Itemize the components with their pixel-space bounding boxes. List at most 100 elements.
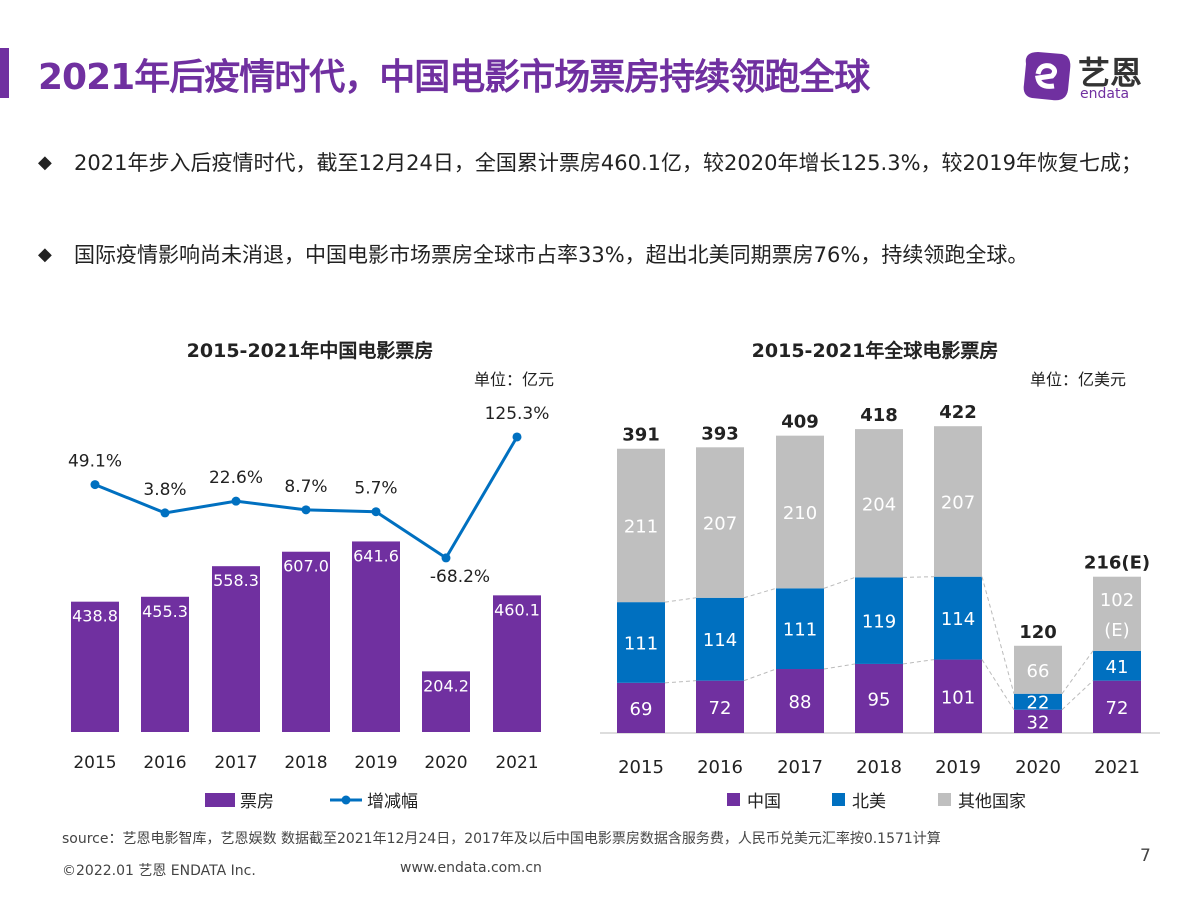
growth-label: 22.6% [209, 468, 263, 488]
logo-text: 艺恩 [1078, 54, 1143, 92]
segment-value-label: 111 [624, 633, 658, 654]
total-value-label: 391 [622, 425, 660, 446]
total-value-label: 418 [860, 405, 898, 426]
page-title: 2021年后疫情时代，中国电影市场票房持续领跑全球 [38, 57, 870, 98]
x-tick-label: 2020 [424, 753, 467, 773]
x-tick-label: 2021 [495, 753, 538, 773]
growth-point [301, 505, 311, 515]
total-value-label: 120 [1019, 622, 1057, 643]
x-tick-label: 2018 [284, 753, 327, 773]
bar-segment-other [855, 429, 903, 578]
bar-box-office [71, 601, 119, 732]
series-connector-line [823, 663, 856, 670]
bar-value-label: 641.6 [353, 546, 399, 565]
legend-label: 票房 [240, 792, 274, 812]
segment-value-label: 101 [941, 687, 975, 708]
series-connector-line [1061, 680, 1094, 711]
bar-segment-china [1014, 709, 1062, 733]
segment-value-label: 22 [1027, 693, 1050, 714]
bar-segment-other [617, 448, 665, 603]
bar-segment-china [855, 663, 903, 733]
segment-value-label: 88 [789, 692, 812, 713]
bar-value-label: 438.8 [72, 607, 118, 626]
x-tick-label: 2020 [1015, 757, 1061, 778]
x-tick-label: 2017 [214, 753, 257, 773]
bar-segment-other [1014, 645, 1062, 694]
series-connector-line [823, 576, 856, 589]
total-value-label: 422 [939, 402, 977, 423]
growth-label: 3.8% [143, 480, 186, 500]
legend-swatch [832, 793, 845, 806]
bar-segment-north-america [1093, 650, 1141, 681]
page-number: 7 [1140, 846, 1151, 866]
series-connector-line [981, 659, 1015, 711]
bar-segment-china [617, 682, 665, 733]
unit-label-global: 单位：亿美元 [1030, 370, 1127, 389]
segment-value-label: 66 [1027, 661, 1050, 682]
growth-label: 5.7% [354, 479, 397, 499]
growth-point [371, 507, 381, 517]
total-value-label: 409 [781, 412, 819, 433]
bar-segment-china [696, 680, 744, 733]
series-connector-line [1061, 650, 1094, 695]
bar-segment-china [776, 669, 824, 733]
segment-value-label: 204 [862, 494, 896, 515]
x-tick-label: 2021 [1094, 757, 1140, 778]
logo-subtext: endata [1080, 86, 1130, 102]
growth-label: 49.1% [68, 452, 122, 472]
bar-segment-other [696, 447, 744, 598]
segment-value-label: 211 [624, 516, 658, 537]
x-tick-label: 2015 [73, 753, 116, 773]
bar-segment-north-america [696, 597, 744, 681]
bar-box-office [352, 541, 400, 732]
segment-value-label: 114 [941, 609, 975, 630]
legend-label: 其他国家 [958, 792, 1026, 812]
segment-value-label: 210 [783, 503, 817, 524]
legend-marker-growth [341, 795, 351, 805]
bar-segment-north-america [1014, 693, 1062, 710]
bar-segment-other [934, 426, 982, 577]
segment-value-label: 72 [1106, 698, 1129, 719]
series-connector-line [902, 659, 935, 665]
segment-value-label: 207 [941, 492, 975, 513]
x-tick-label: 2019 [354, 753, 397, 773]
segment-value-label: 119 [862, 612, 896, 633]
bar-segment-north-america [855, 577, 903, 664]
segment-value-label: 114 [703, 630, 737, 651]
bar-segment-other [1093, 576, 1141, 651]
bullet-item: ◆ 国际疫情影响尚未消退，中国电影市场票房全球市占率33%，超出北美同期票房76%… [38, 232, 1168, 278]
legend-label: 北美 [852, 792, 886, 812]
x-tick-label: 2018 [856, 757, 902, 778]
legend-swatch [727, 793, 740, 806]
chart-title-global: 2015-2021年全球电影票房 [751, 340, 999, 362]
segment-value-label: 95 [868, 689, 891, 710]
series-connector-line [743, 668, 777, 682]
total-value-label: 216(E) [1084, 553, 1150, 574]
bar-segment-china [934, 659, 982, 733]
segment-value-label: (E) [1104, 620, 1129, 641]
diamond-bullet-icon: ◆ [38, 244, 52, 265]
bar-segment-north-america [934, 576, 982, 660]
x-tick-label: 2017 [777, 757, 823, 778]
x-tick-label: 2016 [143, 753, 186, 773]
growth-point [512, 432, 522, 442]
bar-value-label: 460.1 [494, 600, 540, 619]
segment-value-label: 72 [709, 698, 732, 719]
bar-segment-north-america [617, 602, 665, 683]
bar-value-label: 558.3 [213, 571, 259, 590]
segment-value-label: 41 [1106, 657, 1129, 678]
website-link[interactable]: www.endata.com.cn [400, 860, 542, 876]
series-connector-line [981, 576, 1015, 694]
legend-label: 中国 [747, 792, 781, 812]
series-connector-line [664, 597, 697, 603]
unit-label-china: 单位：亿元 [474, 370, 555, 389]
series-connector-line [902, 576, 935, 578]
bar-box-office [282, 551, 330, 732]
segment-value-label: 102 [1100, 590, 1134, 611]
copyright: ©2022.01 艺恩 ENDATA Inc. [62, 863, 256, 879]
growth-point [231, 496, 241, 506]
bar-value-label: 204.2 [423, 676, 469, 695]
legend-label: 增减幅 [367, 792, 418, 812]
endata-logo: 艺恩 endata [1018, 46, 1158, 106]
